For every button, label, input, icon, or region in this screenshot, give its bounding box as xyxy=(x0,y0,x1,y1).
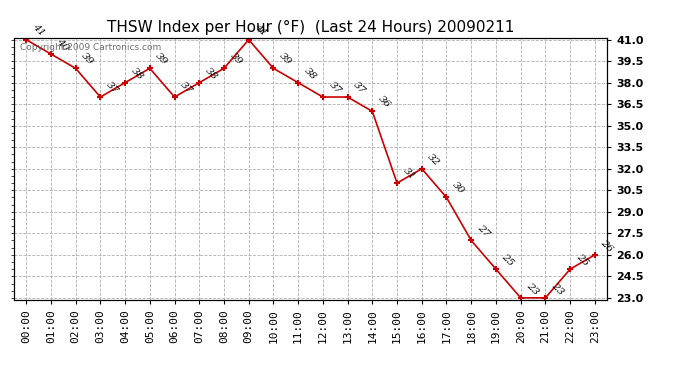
Text: 39: 39 xyxy=(154,51,170,67)
Text: 25: 25 xyxy=(574,252,590,268)
Text: 37: 37 xyxy=(352,80,368,96)
Text: 37: 37 xyxy=(179,80,195,96)
Text: Copyright 2009 Cartronics.com: Copyright 2009 Cartronics.com xyxy=(20,43,161,52)
Text: 32: 32 xyxy=(426,152,442,167)
Text: 39: 39 xyxy=(277,51,293,67)
Text: 30: 30 xyxy=(451,180,466,196)
Text: 27: 27 xyxy=(475,224,491,239)
Text: 31: 31 xyxy=(401,166,417,182)
Text: 38: 38 xyxy=(302,66,318,81)
Title: THSW Index per Hour (°F)  (Last 24 Hours) 20090211: THSW Index per Hour (°F) (Last 24 Hours)… xyxy=(107,20,514,35)
Text: 23: 23 xyxy=(549,281,565,297)
Text: 40: 40 xyxy=(55,37,71,52)
Text: 37: 37 xyxy=(327,80,343,96)
Text: 38: 38 xyxy=(204,66,219,81)
Text: 39: 39 xyxy=(80,51,95,67)
Text: 38: 38 xyxy=(129,66,145,81)
Text: 23: 23 xyxy=(525,281,540,297)
Text: 26: 26 xyxy=(599,238,615,254)
Text: 36: 36 xyxy=(377,94,392,110)
Text: 37: 37 xyxy=(104,80,120,96)
Text: 25: 25 xyxy=(500,252,516,268)
Text: 39: 39 xyxy=(228,51,244,67)
Text: 41: 41 xyxy=(253,22,268,38)
Text: 41: 41 xyxy=(30,22,46,38)
